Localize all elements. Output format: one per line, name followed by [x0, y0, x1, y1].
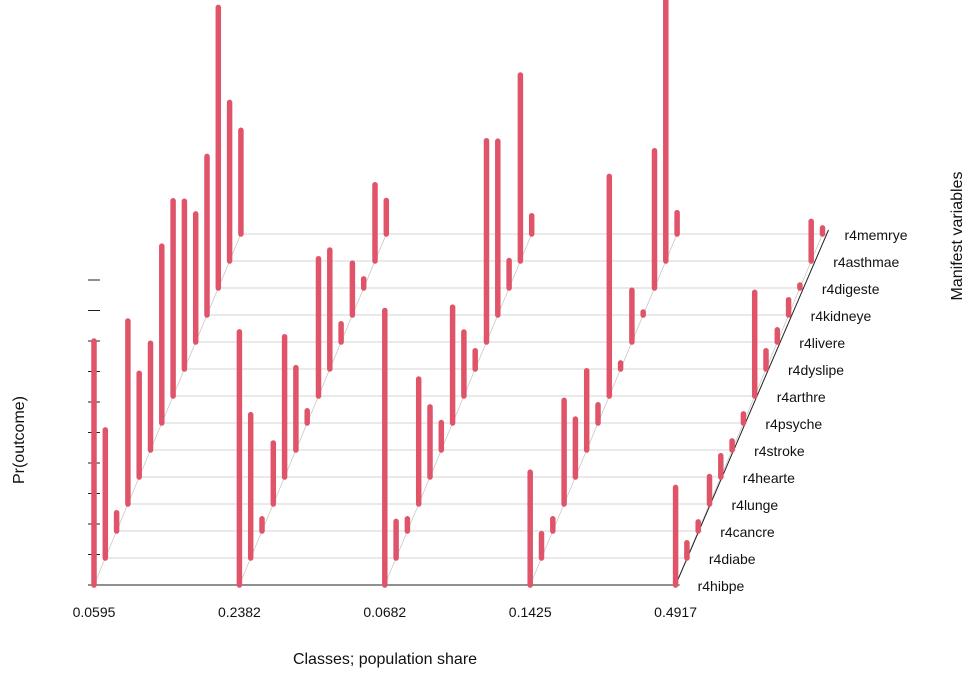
variable-label: r4hibpe: [698, 578, 745, 594]
bars: [91, 0, 826, 588]
variable-label: r4lunge: [732, 497, 779, 513]
variable-label: r4stroke: [754, 443, 805, 459]
class-tick-label: 0.2382: [218, 604, 261, 620]
class-tick-label: 0.4917: [654, 604, 697, 620]
z-axis-title: Manifest variables: [949, 172, 966, 301]
class-tick-label: 0.0595: [73, 604, 116, 620]
depth-axis: [675, 229, 829, 586]
variable-label: r4diabe: [709, 551, 756, 567]
variable-label: r4arthre: [777, 389, 826, 405]
variable-label: r4psyche: [765, 416, 822, 432]
variable-label: r4kidneye: [811, 308, 872, 324]
variable-label: r4asthmae: [833, 254, 899, 270]
variable-label: r4hearte: [743, 470, 795, 486]
variable-label: r4dyslipe: [788, 362, 844, 378]
class-tick-label: 0.1425: [509, 604, 552, 620]
y-axis-title: Pr(outcome): [11, 396, 28, 484]
grid-lines: [93, 233, 827, 586]
variable-label: r4cancre: [720, 524, 775, 540]
x-axis-title: Classes; population share: [293, 651, 477, 668]
variable-label: r4memrye: [845, 227, 908, 243]
class-tick-label: 0.0682: [363, 604, 406, 620]
variable-label: r4digeste: [822, 281, 880, 297]
axes: [88, 229, 829, 586]
variable-label: r4livere: [799, 335, 845, 351]
